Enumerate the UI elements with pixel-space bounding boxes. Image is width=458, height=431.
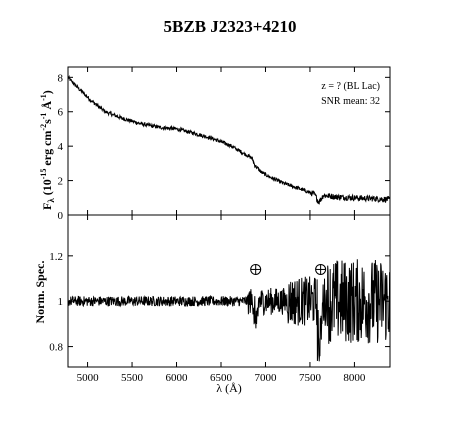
bottom-x-tick-label: 5000 [77,372,100,384]
ylabel-f: F [40,203,54,210]
bottom-y-tick-label: 0.8 [49,342,63,354]
telluric-markers [250,263,327,275]
bottom-plot-frame [67,214,391,368]
ylabel-sup3: -1 [39,113,48,120]
top-panel: 0 2 4 6 8 z = ? (BL Lac) SNR mean: 32 Fλ (10… [39,66,391,222]
bottom-x-tick-label: 6000 [166,372,189,384]
top-y-ticks: 0 2 4 6 8 [58,72,390,222]
bottom-x-tick-label: 6500 [210,372,233,384]
top-y-tick-label: 0 [58,210,64,222]
bottom-x-ticks: 5000 5500 6000 6500 7000 7500 8000 [77,215,366,384]
top-y-tick-label: 8 [58,72,64,84]
bottom-x-tick-label: 7000 [254,372,277,384]
top-y-tick-label: 2 [58,176,64,188]
normalized-spectrum-line [67,259,391,362]
ylabel-sup1: -15 [39,169,48,180]
bottom-y-tick-label: 1 [58,296,64,308]
top-y-tick-label: 6 [58,107,64,119]
top-y-tick-label: 4 [58,141,64,153]
bottom-y-ticks: 0.8 1 1.2 [49,251,390,354]
top-y-axis-label: Fλ (10-15 erg cm-2s-1 Å-1) [39,90,56,210]
bottom-y-axis-label: Norm. Spec. [33,261,47,324]
ylabel-lambda: λ [46,198,56,203]
bottom-panel: 0.8 1 1.2 5000 5500 6000 6500 7000 7500 8000 Nor… [33,214,391,395]
ylabel-open: (10 [40,179,54,198]
ylabel-erg: erg cm [40,131,54,169]
bottom-x-tick-label: 7500 [299,372,322,384]
redshift-annotation: z = ? (BL Lac) [321,81,380,92]
x-axis-label: λ (Å) [216,381,241,395]
chart-title: 5BZB J2323+4210 [164,17,297,36]
bottom-x-tick-label: 5500 [121,372,144,384]
bottom-y-tick-label: 1.2 [49,251,63,263]
flux-spectrum-line [67,74,391,205]
top-x-ticks [87,67,355,215]
snr-annotation: SNR mean: 32 [321,96,380,107]
ylabel-close: ) [40,90,54,94]
ylabel-s: s [40,119,54,124]
ylabel-sup2: -2 [39,124,48,131]
bottom-x-tick-label: 8000 [343,372,366,384]
ylabel-angstrom: Å [40,101,54,113]
ylabel-sup4: -1 [39,94,48,101]
